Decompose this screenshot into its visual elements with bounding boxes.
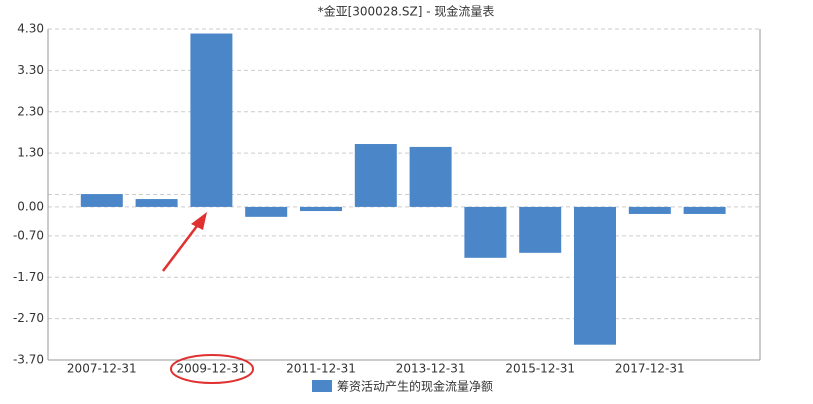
y-tick-label: 2.30 <box>17 104 44 118</box>
arrow-head <box>191 212 207 230</box>
y-tick-label: 1.30 <box>17 146 44 160</box>
legend-label: 筹资活动产生的现金流量净额 <box>337 379 493 394</box>
bar <box>80 194 123 207</box>
bar <box>190 33 233 207</box>
bar <box>574 206 616 345</box>
y-tick-label: -1.70 <box>13 270 44 284</box>
x-tick-label: 2011-12-31 <box>286 362 356 376</box>
bar <box>628 206 671 214</box>
chart-title: *金亚[300028.SZ] - 现金流量表 <box>318 4 495 19</box>
x-tick-label: 2013-12-31 <box>396 362 466 376</box>
highlight-ellipse <box>170 354 254 384</box>
legend-swatch <box>312 380 332 392</box>
y-tick-label: -3.70 <box>13 353 44 367</box>
bar <box>464 206 507 258</box>
y-tick-label: 4.30 <box>17 22 44 36</box>
bar <box>683 206 726 214</box>
plot-area: 4.30 3.30 2.30 1.30 0.00 -0.70 -1.70 -2.70 -3.70… <box>13 22 760 376</box>
x-tick-label: 2017-12-31 <box>615 362 685 376</box>
x-tick-label: 2015-12-31 <box>505 362 575 376</box>
bar <box>409 146 452 207</box>
y-tick-label: 3.30 <box>17 63 44 77</box>
bar <box>300 206 342 212</box>
y-tick-label: -0.70 <box>13 228 44 242</box>
x-tick-label: 2007-12-31 <box>67 362 137 376</box>
bar <box>135 199 178 207</box>
y-tick-label: -2.70 <box>13 311 44 325</box>
bar <box>354 144 397 207</box>
bar <box>519 206 562 253</box>
arrow-shaft <box>162 221 201 272</box>
y-tick-label: 0.00 <box>17 199 44 213</box>
bar <box>245 206 288 217</box>
x-tick-label: 2009-12-31 <box>177 362 247 376</box>
